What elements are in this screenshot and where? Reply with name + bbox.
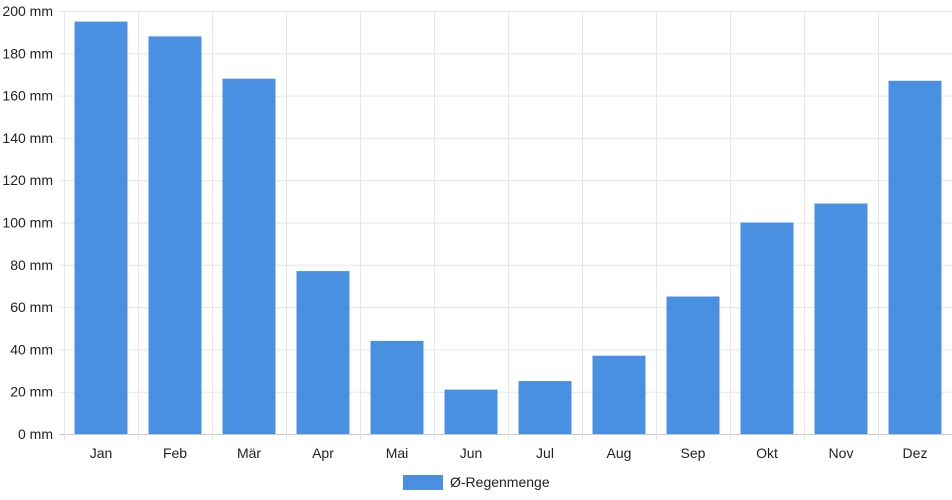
bar-jan[interactable] bbox=[74, 21, 128, 434]
bar-jul[interactable] bbox=[518, 381, 572, 434]
y-tick-label: 180 mm bbox=[2, 45, 53, 61]
y-tick-label: 60 mm bbox=[10, 299, 53, 315]
bar-nov[interactable] bbox=[814, 203, 868, 435]
x-tick-label: Feb bbox=[163, 445, 187, 461]
x-tick-label: Dez bbox=[903, 445, 928, 461]
y-tick-label: 120 mm bbox=[2, 172, 53, 188]
bars-layer bbox=[74, 21, 942, 435]
x-tick-label: Jan bbox=[90, 445, 113, 461]
legend-swatch[interactable] bbox=[403, 475, 443, 490]
y-tick-label: 160 mm bbox=[2, 88, 53, 104]
x-tick-label: Mär bbox=[237, 445, 261, 461]
x-tick-label: Apr bbox=[312, 445, 334, 461]
y-tick-label: 40 mm bbox=[10, 341, 53, 357]
x-tick-label: Nov bbox=[829, 445, 854, 461]
bar-dez[interactable] bbox=[888, 80, 942, 435]
bar-mai[interactable] bbox=[370, 340, 424, 434]
y-tick-label: 200 mm bbox=[2, 3, 53, 19]
x-tick-label: Mai bbox=[386, 445, 409, 461]
x-tick-label: Aug bbox=[607, 445, 632, 461]
y-tick-label: 20 mm bbox=[10, 384, 53, 400]
bar-apr[interactable] bbox=[296, 271, 350, 434]
x-tick-label: Jul bbox=[536, 445, 554, 461]
bar-mär[interactable] bbox=[222, 78, 276, 434]
y-tick-label: 80 mm bbox=[10, 257, 53, 273]
y-tick-label: 140 mm bbox=[2, 130, 53, 146]
bar-jun[interactable] bbox=[444, 389, 498, 434]
x-tick-label: Sep bbox=[681, 445, 706, 461]
y-tick-label: 100 mm bbox=[2, 215, 53, 231]
legend-label[interactable]: Ø-Regenmenge bbox=[450, 474, 550, 490]
bar-aug[interactable] bbox=[592, 355, 646, 434]
x-tick-label: Jun bbox=[460, 445, 483, 461]
bar-sep[interactable] bbox=[666, 296, 720, 435]
bar-okt[interactable] bbox=[740, 222, 794, 435]
grid-layer bbox=[59, 11, 952, 440]
legend[interactable]: Ø-Regenmenge bbox=[403, 474, 550, 490]
axis-layer: 0 mm 20 mm 40 mm 60 mm 80 mm 100 mm 120 mm 140 … bbox=[2, 3, 927, 461]
bar-feb[interactable] bbox=[148, 36, 202, 435]
x-tick-label: Okt bbox=[756, 445, 778, 461]
y-tick-label: 0 mm bbox=[18, 426, 53, 442]
